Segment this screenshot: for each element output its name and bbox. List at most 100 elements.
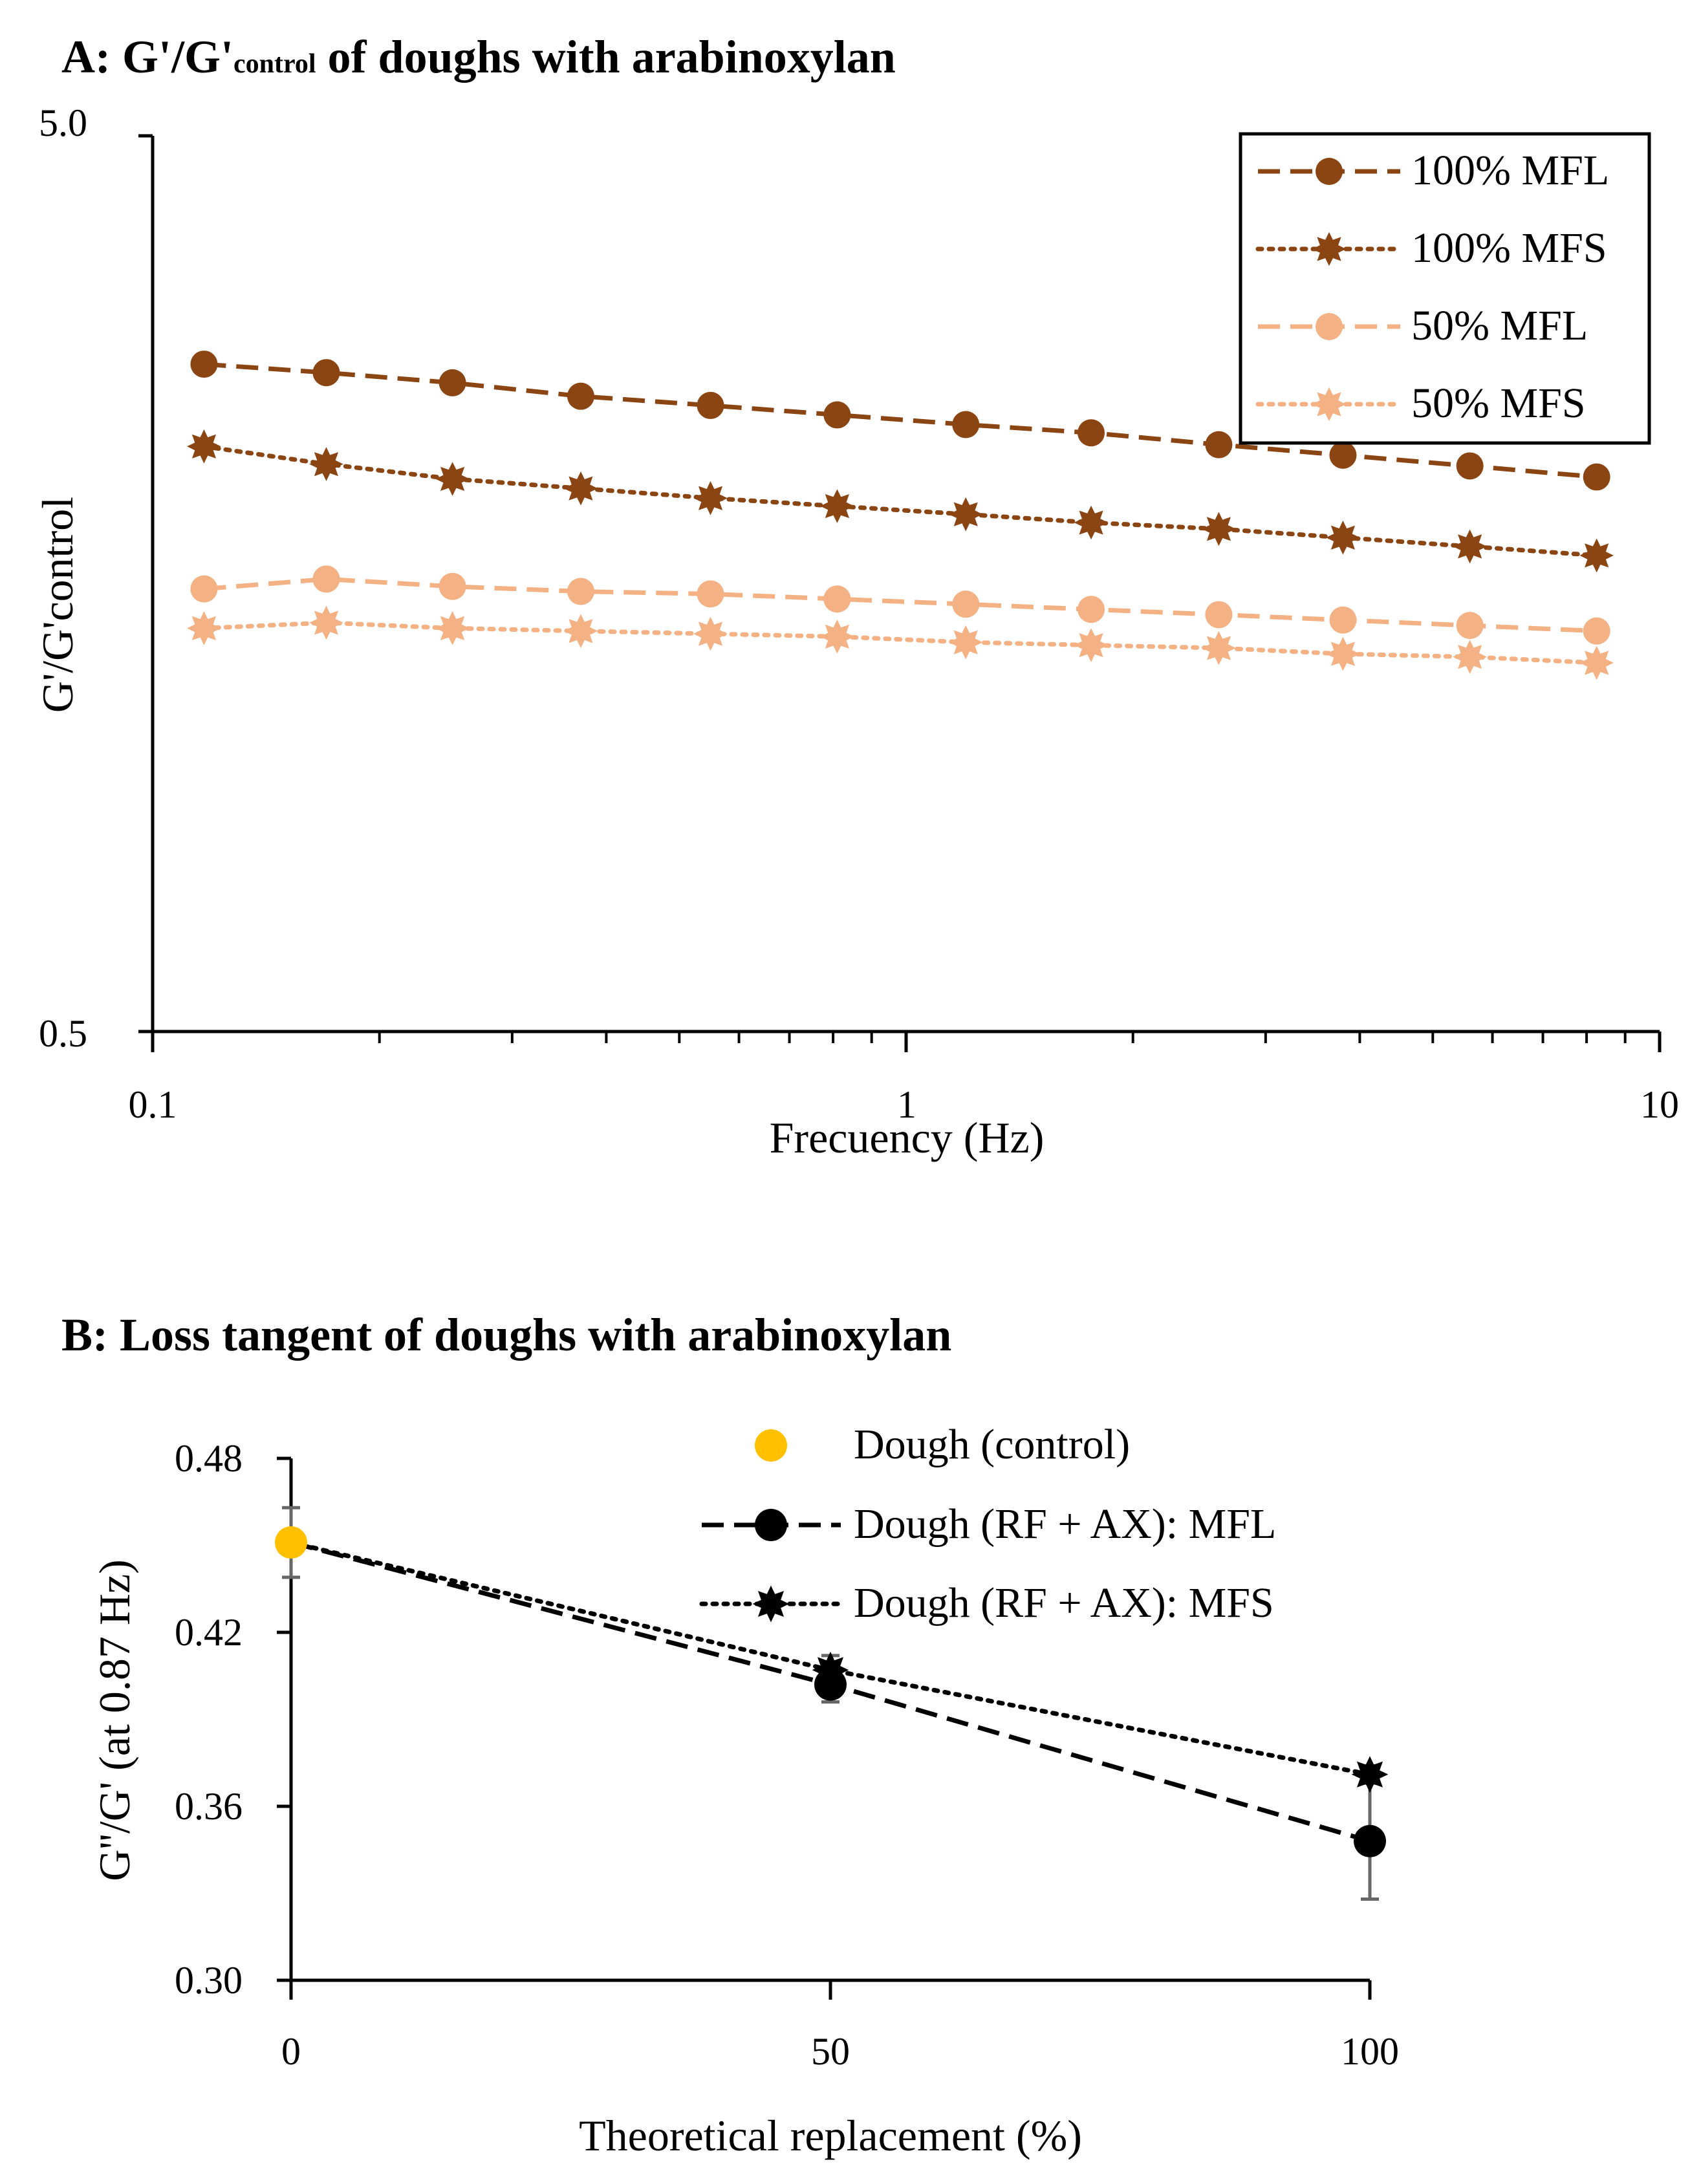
chart-a-point-s1 [697, 391, 724, 419]
chart-b-point-s3 [1351, 1756, 1389, 1793]
chart-a-point-s2 [309, 447, 343, 481]
chart-a-series-line-2 [201, 444, 1599, 558]
legend-a-label-3: 50% MFL [1411, 302, 1588, 349]
chart-b-ytick-label: 0.48 [175, 1437, 243, 1480]
chart-a-point-s1 [567, 382, 594, 410]
chart-a-point-s3 [1583, 617, 1610, 645]
chart-a-point-s4 [1453, 640, 1487, 675]
chart-a-title-main: A: G'/G' [61, 31, 233, 83]
chart-a-point-s4 [948, 625, 983, 660]
chart-a-point-s1 [1205, 431, 1233, 459]
chart-a-point-s1 [312, 359, 340, 387]
chart-a-point-s4 [563, 614, 598, 649]
chart-b-point-s1 [275, 1526, 307, 1559]
chart-a-legend-box [1239, 132, 1651, 445]
chart-a-ytick-label: 5.0 [39, 102, 87, 144]
chart-a-point-s4 [820, 619, 854, 654]
chart-a-point-s2 [1453, 529, 1487, 564]
chart-a-point-s3 [439, 572, 466, 600]
chart-a-xtick-label: 1 [897, 1083, 916, 1126]
chart-a-point-s4 [1326, 636, 1360, 671]
chart-a-series-line-3 [204, 576, 1597, 634]
legend-b-label-3: Dough (RF + AX): MFS [854, 1579, 1274, 1627]
chart-a-point-s3 [1078, 596, 1105, 623]
chart-a-point-s3 [823, 585, 851, 613]
chart-b-xlabel: Theoretical replacement (%) [579, 2111, 1082, 2160]
chart-a-point-s2 [435, 462, 470, 496]
chart-a-xlabel: Frecuency (Hz) [770, 1113, 1045, 1162]
chart-a-series-line-4 [201, 620, 1599, 665]
chart-a-point-s3 [697, 580, 724, 608]
chart-b-series [275, 1506, 1389, 1901]
chart-b-xtick-label: 100 [1341, 2030, 1399, 2073]
chart-a-point-s1 [952, 411, 980, 438]
chart-a-point-s1 [190, 351, 218, 378]
legend-b-swatch-marker-2 [755, 1509, 787, 1541]
legend-a-label-2: 100% MFS [1411, 224, 1607, 272]
chart-b-xtick-label: 50 [811, 2030, 850, 2073]
chart-a-point-s3 [312, 565, 340, 593]
chart-b-point-s2 [814, 1668, 847, 1701]
chart-a-point-s2 [563, 471, 598, 506]
chart-a-point-s1 [1456, 452, 1484, 480]
chart-b-ytick-label: 0.30 [175, 1959, 243, 2002]
legend-b-swatch-marker-1 [755, 1429, 787, 1462]
chart-a-point-s2 [187, 429, 221, 464]
chart-a-point-s3 [567, 578, 594, 605]
chart-a-point-s3 [1456, 612, 1484, 640]
chart-a-point-s4 [1074, 628, 1109, 662]
panel-b: B: Loss tangent of doughs with arabinoxy… [61, 1309, 1399, 2160]
legend-a-swatch-marker-4 [1312, 387, 1347, 422]
chart-a-point-s2 [1202, 512, 1236, 546]
chart-a-title-sub: control [233, 49, 316, 79]
chart-a-point-s2 [1326, 520, 1360, 555]
chart-a-title-rest: of doughs with arabinoxylan [316, 31, 896, 83]
chart-a-point-s2 [948, 497, 983, 532]
chart-a-legend: 100% MFL 100% MFS 50% MFL 50% MFS [1239, 132, 1651, 445]
chart-a-point-s4 [693, 616, 728, 651]
chart-a-series-line-1 [204, 362, 1598, 480]
chart-a-point-s4 [1202, 631, 1236, 665]
chart-a-point-s1 [1329, 441, 1357, 469]
chart-a-point-s2 [820, 489, 854, 523]
chart-a-point-s1 [823, 401, 851, 429]
chart-a-xtick-label: 0.1 [129, 1083, 177, 1126]
chart-b-title: B: Loss tangent of doughs with arabinoxy… [61, 1309, 951, 1361]
chart-a-point-s2 [1579, 538, 1614, 573]
chart-a-point-s4 [1579, 645, 1614, 680]
chart-a-point-s2 [693, 481, 728, 515]
legend-a-label-1: 100% MFL [1411, 147, 1609, 194]
chart-a-ticks [151, 1032, 1662, 1052]
legend-a-swatch-marker-3 [1316, 313, 1343, 340]
legend-a-swatch-marker-1 [1316, 158, 1343, 185]
chart-b-ylabel: G''/G' (at 0.87 Hz) [90, 1559, 139, 1881]
chart-b-ytick-label: 0.42 [175, 1611, 243, 1654]
chart-a-title: A: G'/G'control of doughs with arabinoxy… [61, 31, 896, 83]
chart-a-point-s3 [1329, 606, 1357, 634]
chart-a-point-s4 [309, 605, 343, 640]
chart-b-ytick-label: 0.36 [175, 1785, 243, 1828]
chart-a-point-s1 [439, 369, 466, 396]
chart-a-point-s1 [1583, 463, 1610, 491]
chart-a-xtick-label: 10 [1640, 1083, 1679, 1126]
legend-a-label-4: 50% MFS [1411, 380, 1586, 427]
chart-a-legend-items [1255, 158, 1403, 422]
chart-a-point-s2 [1074, 505, 1109, 540]
chart-a-point-s4 [187, 611, 221, 645]
chart-a-point-s3 [952, 590, 980, 618]
chart-b-xtick-label: 0 [281, 2030, 301, 2073]
chart-a-point-s3 [190, 575, 218, 603]
chart-b-legend-items [699, 1429, 843, 1623]
chart-b-legend: Dough (control) Dough (RF + AX): MFL Dou… [699, 1421, 1276, 1627]
chart-a-point-s3 [1205, 601, 1233, 629]
chart-a-ytick-label: 0.5 [39, 1012, 87, 1055]
legend-b-label-1: Dough (control) [854, 1421, 1130, 1468]
legend-a-swatch-marker-2 [1312, 232, 1347, 266]
chart-a-point-s4 [435, 611, 470, 645]
chart-a-ylabel: G'/G'control [33, 497, 82, 713]
chart-b-point-s2 [1354, 1824, 1386, 1857]
chart-a-series [187, 351, 1614, 680]
chart-a-point-s1 [1078, 419, 1105, 447]
legend-b-swatch-marker-3 [752, 1585, 790, 1623]
